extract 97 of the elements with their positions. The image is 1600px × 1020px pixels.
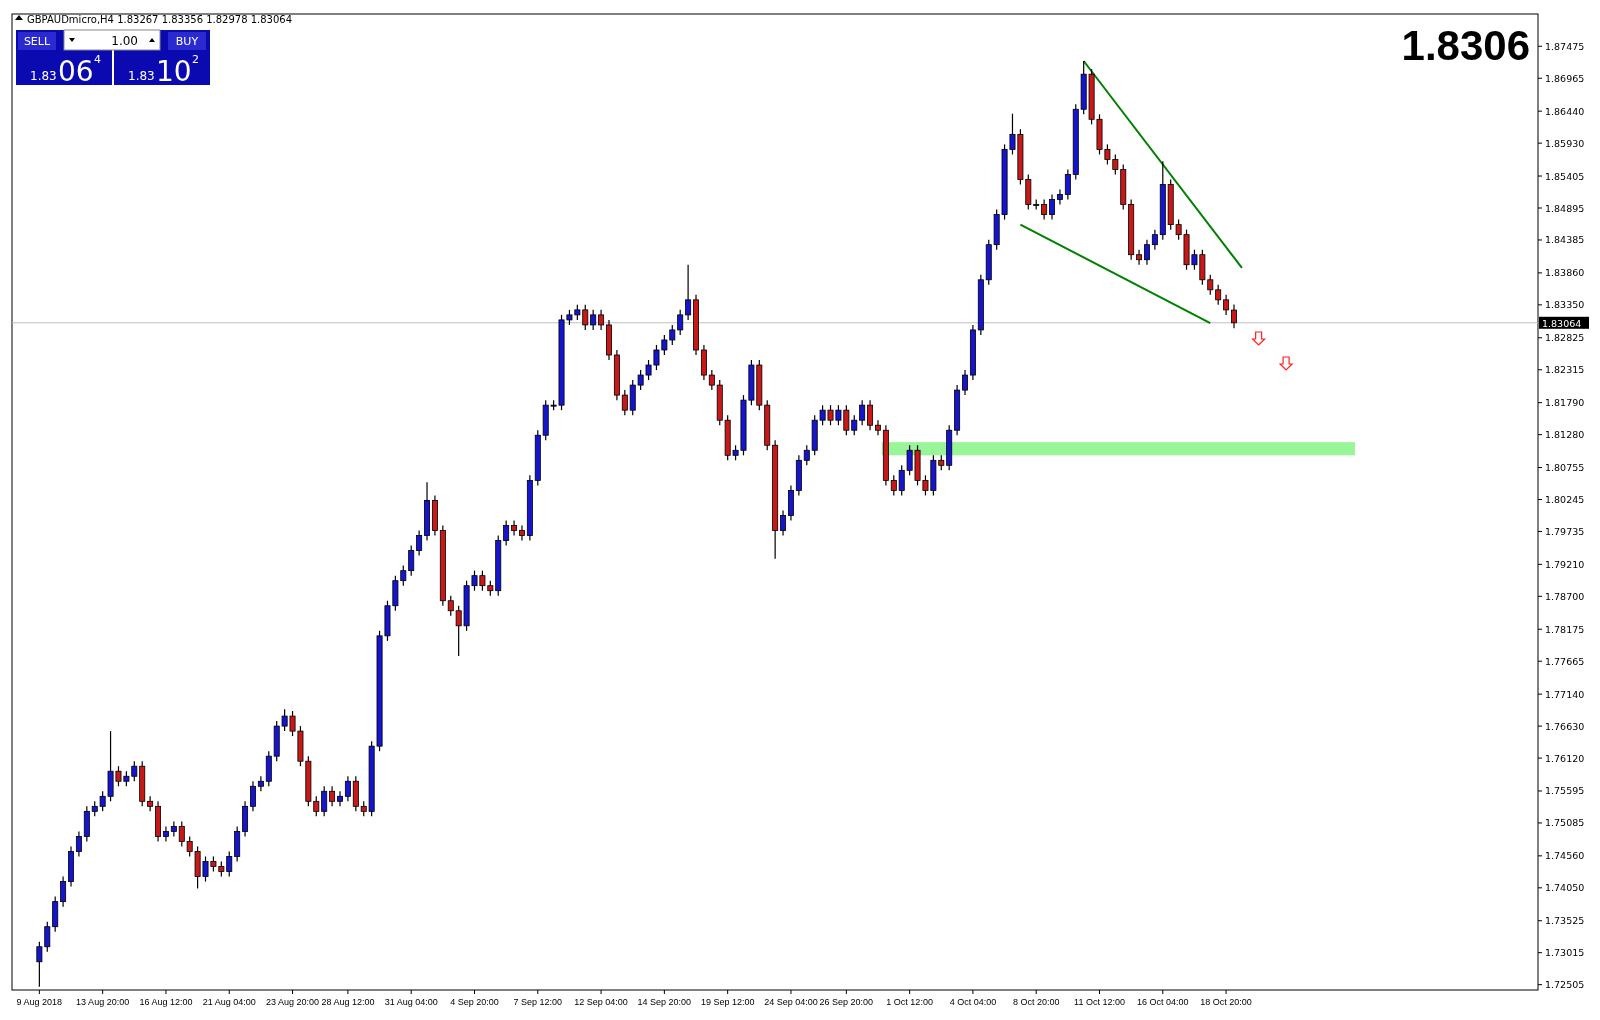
candlestick <box>511 519 518 537</box>
candlestick <box>329 785 336 807</box>
y-tick-label: 1.75085 <box>1545 817 1585 829</box>
y-tick-label: 1.74560 <box>1545 850 1585 862</box>
y-tick-label: 1.83350 <box>1545 299 1585 311</box>
y-tick-label: 1.82315 <box>1545 364 1585 376</box>
x-tick-label: 1 Oct 12:00 <box>886 997 933 1007</box>
x-tick-label: 16 Aug 12:00 <box>139 997 193 1007</box>
annotation: 1.83 <box>128 69 155 83</box>
x-tick-label: 26 Sep 20:00 <box>819 997 874 1007</box>
y-tick-label: 1.73015 <box>1545 947 1585 959</box>
candlestick <box>1223 294 1230 316</box>
candlestick <box>321 785 328 817</box>
candlestick <box>875 419 881 436</box>
annotation: 10 <box>156 55 192 88</box>
annotation: 06 <box>58 55 94 88</box>
y-tick-label: 1.85405 <box>1545 170 1585 182</box>
x-tick-label: 4 Sep 20:00 <box>450 997 499 1007</box>
candlestick <box>170 820 177 838</box>
chart-title: GBPAUDmicro,H4 1.83267 1.83356 1.82978 1.83064 <box>27 14 293 25</box>
candlestick <box>962 369 968 396</box>
y-tick-label: 1.86440 <box>1545 105 1585 117</box>
y-tick-label: 1.85930 <box>1545 137 1585 149</box>
y-tick-label: 1.82825 <box>1545 332 1585 344</box>
candlestick <box>162 825 169 843</box>
y-tick-label: 1.73525 <box>1545 915 1585 927</box>
candlestick <box>780 509 787 537</box>
y-tick-label: 1.86965 <box>1545 72 1585 84</box>
y-tick-label: 1.77665 <box>1545 655 1585 667</box>
x-tick-label: 8 Oct 20:00 <box>1012 997 1060 1007</box>
x-tick-label: 12 Sep 04:00 <box>574 997 628 1007</box>
annotation: 1.83 <box>30 69 57 83</box>
candlestick <box>344 775 351 802</box>
candlestick <box>1041 198 1048 221</box>
y-tick-label: 1.81280 <box>1545 429 1585 441</box>
x-tick-label: 4 Oct 04:00 <box>949 997 997 1007</box>
x-tick-label: 9 Aug 2018 <box>16 997 63 1007</box>
candlestick <box>859 399 866 426</box>
y-tick-label: 1.76630 <box>1545 720 1585 732</box>
y-tick-label: 1.79210 <box>1545 558 1585 570</box>
x-tick-label: 13 Aug 20:00 <box>76 997 130 1007</box>
candlestick <box>1231 303 1237 329</box>
x-tick-label: 18 Oct 20:00 <box>1200 997 1252 1007</box>
y-tick-label: 1.76120 <box>1545 752 1585 764</box>
y-tick-label: 1.75595 <box>1545 785 1585 797</box>
y-tick-label: 1.87475 <box>1545 40 1585 52</box>
y-tick-label: 1.77140 <box>1545 688 1585 700</box>
candlestick <box>621 389 628 416</box>
y-tick-label: 1.80245 <box>1545 493 1585 505</box>
x-tick-label: 19 Sep 12:00 <box>700 997 755 1007</box>
candlestick <box>867 399 874 431</box>
annotation: 1.8306 <box>1401 22 1530 69</box>
y-tick-label: 1.74050 <box>1545 882 1585 894</box>
y-tick-label: 1.81790 <box>1545 397 1585 409</box>
candlestick <box>337 790 343 807</box>
x-tick-label: 14 Sep 20:00 <box>637 997 692 1007</box>
y-tick-label: 1.78700 <box>1545 590 1585 602</box>
candlestick <box>1136 249 1143 266</box>
candlestick <box>1049 193 1055 221</box>
candlestick <box>598 309 605 331</box>
candlestick <box>708 369 715 391</box>
candlestick <box>1064 168 1071 201</box>
annotation: 2 <box>192 53 199 66</box>
candlestick <box>590 309 597 331</box>
x-tick-label: 7 Sep 12:00 <box>513 997 563 1007</box>
y-tick-label: 1.72505 <box>1545 979 1585 991</box>
candlestick <box>518 524 525 542</box>
x-tick-label: 23 Aug 20:00 <box>266 997 320 1007</box>
candlestick <box>1144 239 1150 266</box>
x-tick-label: 31 Aug 04:00 <box>384 997 438 1007</box>
ref-line-label: 1.83064 <box>1542 317 1582 329</box>
candlestick <box>1215 284 1222 306</box>
candlestick <box>250 780 256 812</box>
x-tick-label: 21 Aug 04:00 <box>202 997 256 1007</box>
candlestick <box>416 529 423 557</box>
candlestick <box>147 795 154 812</box>
y-tick-label: 1.84385 <box>1545 234 1585 246</box>
x-tick-label: 16 Oct 04:00 <box>1137 997 1189 1007</box>
annotation: 1.00 <box>111 34 138 48</box>
x-tick-label: 24 Sep 04:00 <box>764 997 818 1007</box>
candlestick <box>685 264 692 321</box>
candlestick <box>503 519 510 547</box>
candlestick <box>60 875 67 908</box>
candlestick <box>1151 229 1158 251</box>
x-tick-label: 28 Aug 12:00 <box>321 997 375 1007</box>
candlestick <box>75 830 82 858</box>
y-tick-label: 1.84895 <box>1545 202 1585 214</box>
y-tick-label: 1.83860 <box>1545 267 1585 279</box>
annotation: 4 <box>94 53 101 66</box>
annotation: BUY <box>175 35 199 48</box>
candlestick <box>1056 188 1063 206</box>
candlestick <box>257 775 264 792</box>
y-tick-label: 1.78175 <box>1545 623 1585 635</box>
y-tick-label: 1.79735 <box>1545 525 1585 537</box>
y-tick-label: 1.80755 <box>1545 462 1585 474</box>
x-tick-label: 11 Oct 12:00 <box>1074 997 1125 1007</box>
annotation: SELL <box>23 35 51 48</box>
